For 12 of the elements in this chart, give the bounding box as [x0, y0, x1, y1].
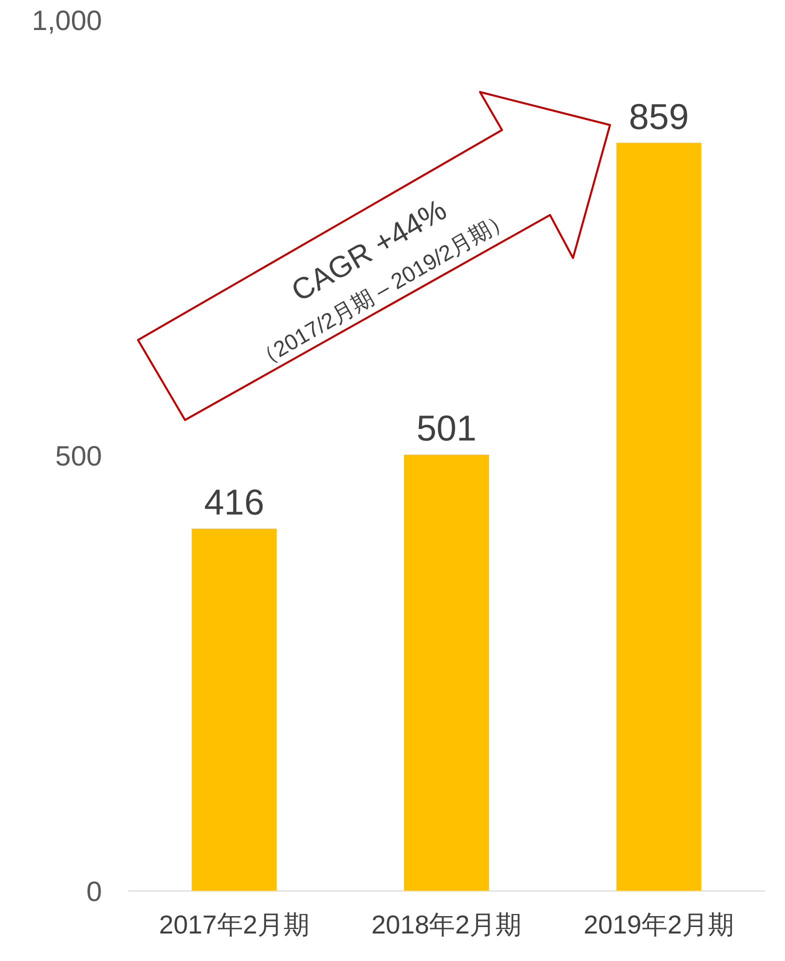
x-tick-label: 2017年2月期: [159, 909, 310, 940]
y-tick-label: 1,000: [32, 4, 102, 36]
data-label: 501: [416, 408, 477, 449]
bar: [616, 142, 702, 891]
y-tick-label: 500: [55, 440, 102, 472]
bar: [192, 528, 277, 891]
data-label: 416: [204, 482, 264, 523]
y-tick-label: 0: [86, 876, 102, 907]
x-tick-label: 2019年2月期: [584, 909, 734, 940]
data-label: 859: [628, 96, 689, 137]
x-tick-label: 2018年2月期: [371, 909, 522, 940]
bar: [404, 454, 490, 891]
